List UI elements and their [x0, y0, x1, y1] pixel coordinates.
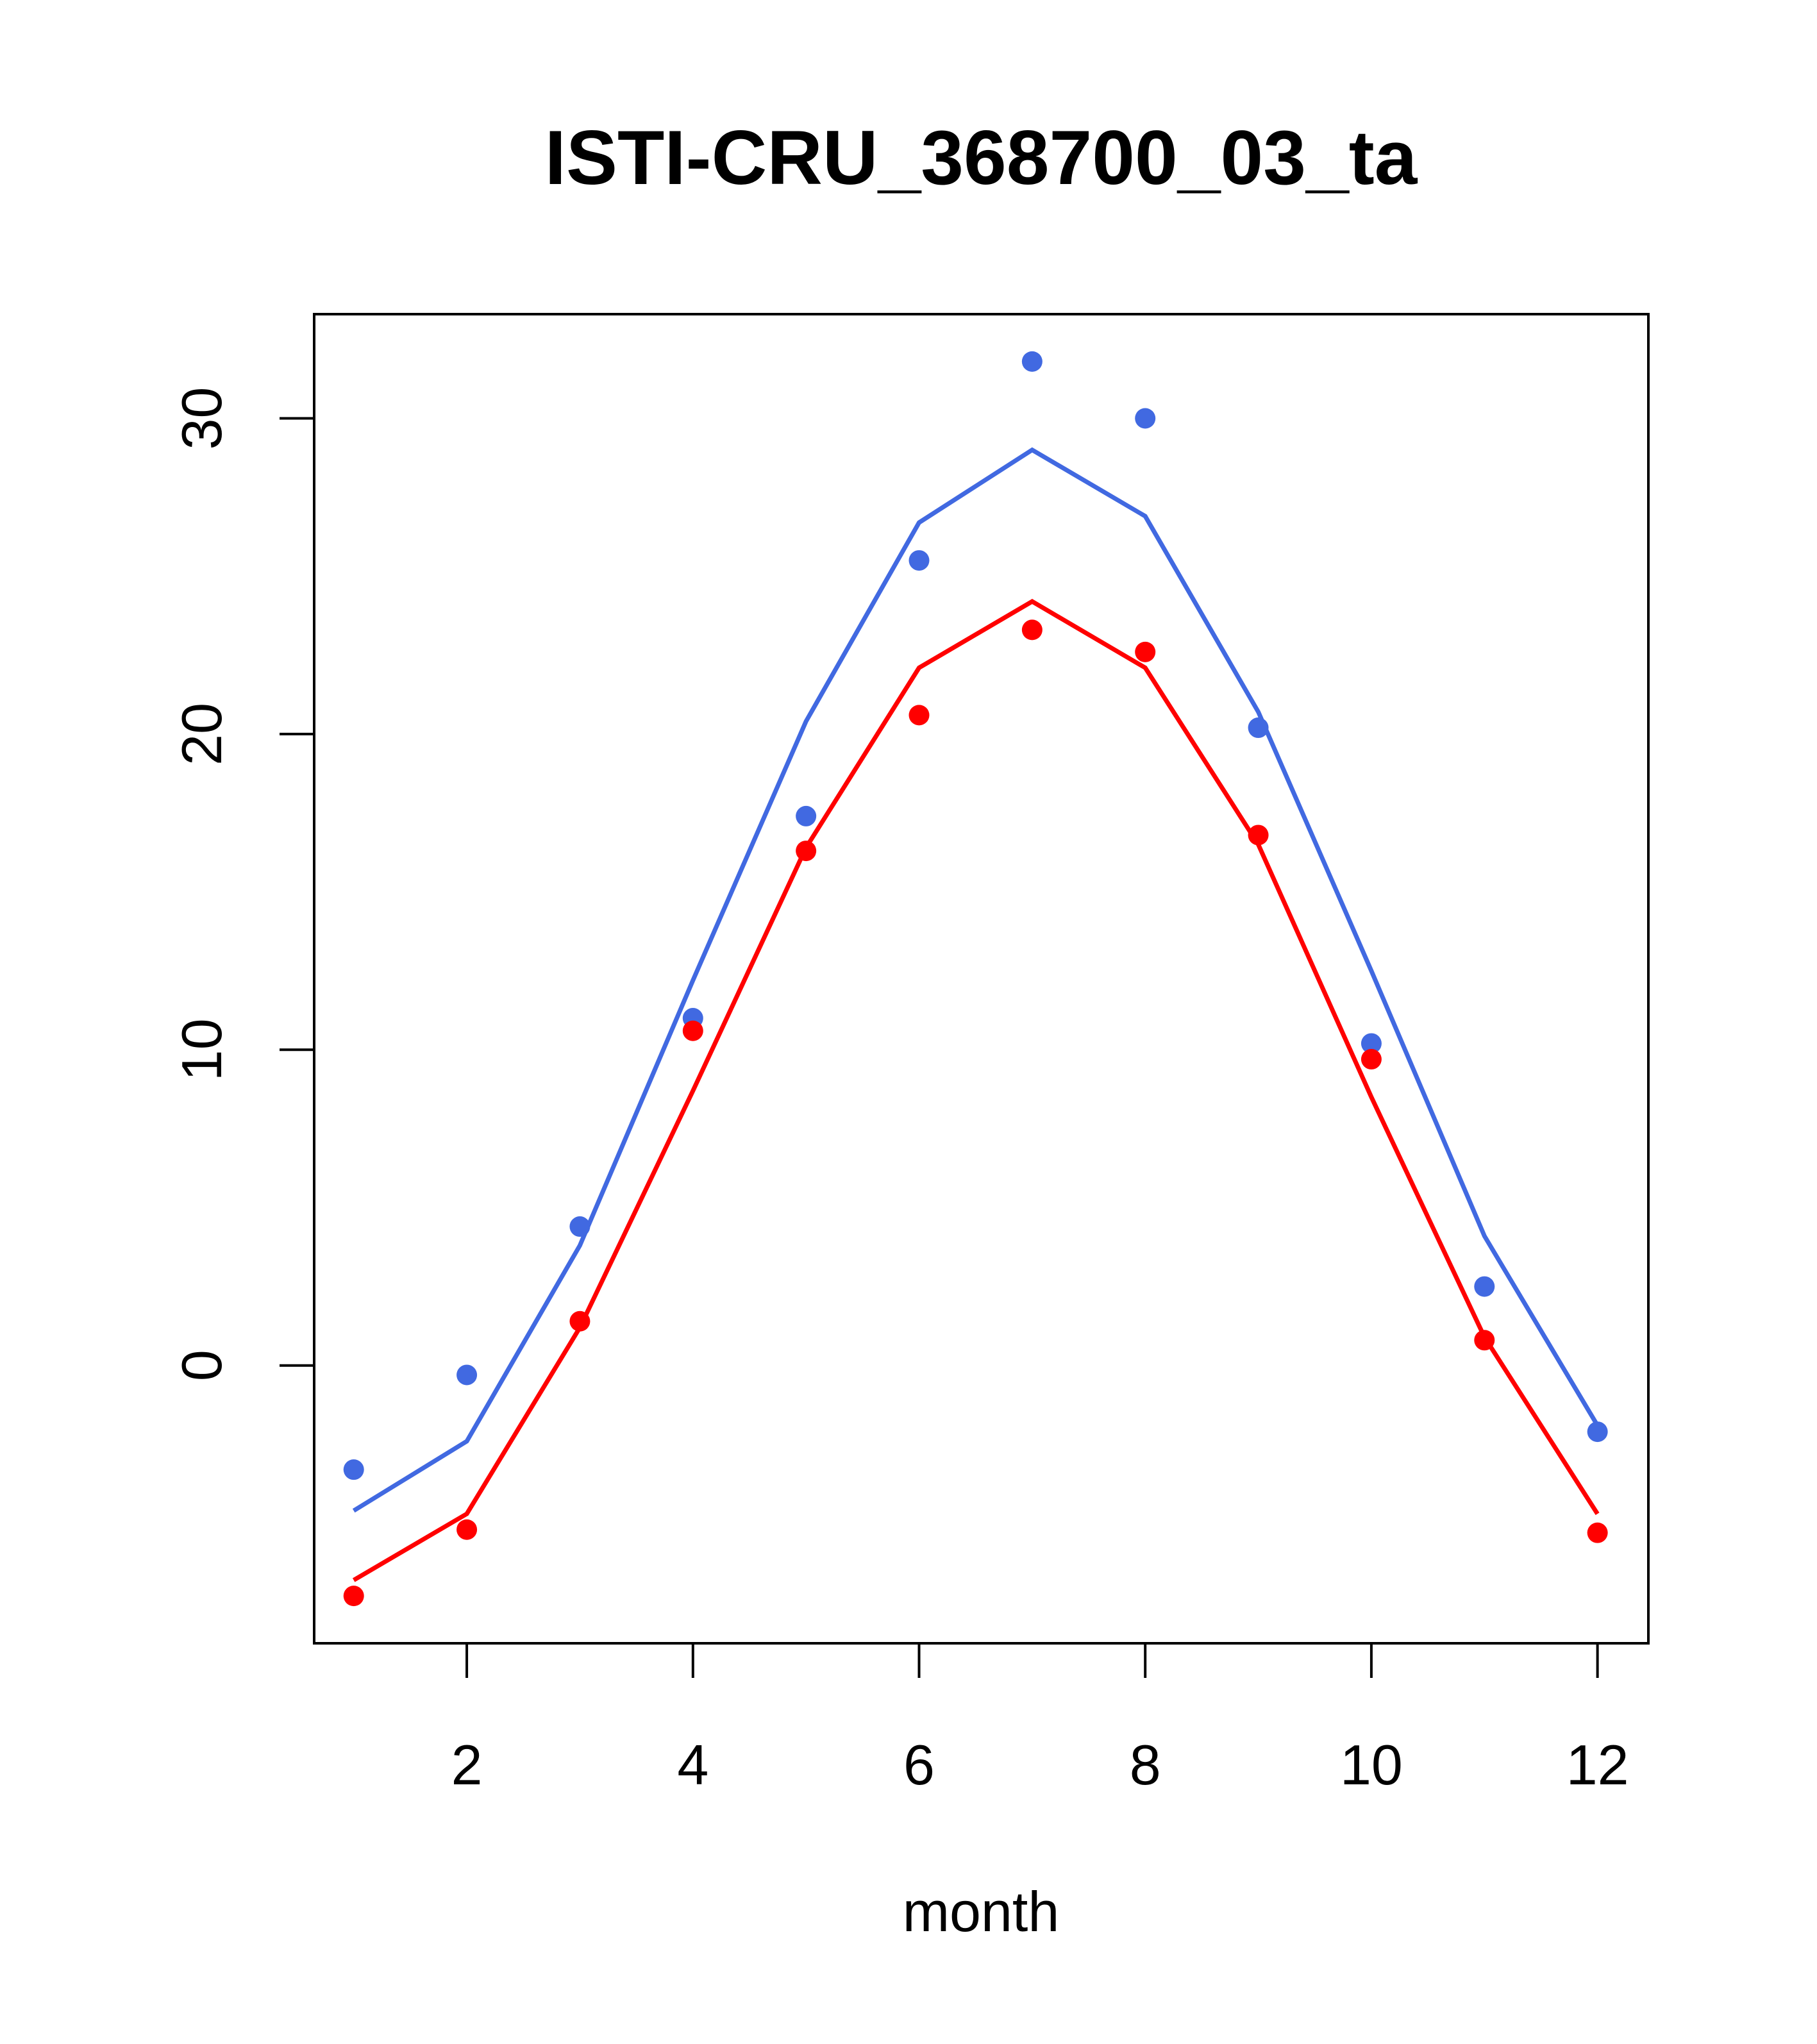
series-point-0 [456, 1364, 478, 1386]
x-tick-label: 8 [1130, 1733, 1161, 1797]
plot-frame [313, 313, 1650, 1645]
series-line-1 [352, 599, 1600, 1582]
series-point-0 [1474, 1276, 1495, 1297]
series-point-1 [1361, 1049, 1382, 1070]
series-point-1 [1474, 1330, 1495, 1351]
series-point-1 [343, 1586, 364, 1607]
series-point-1 [569, 1311, 590, 1332]
series-point-1 [1135, 641, 1156, 662]
x-tick-label: 12 [1566, 1733, 1629, 1797]
series-point-0 [796, 805, 817, 826]
series-point-0 [343, 1459, 364, 1480]
series-point-1 [796, 841, 817, 862]
x-axis: 2 4 6 8 10 12 [451, 1642, 1629, 1797]
series-point-0 [569, 1216, 590, 1237]
series-point-0 [1135, 408, 1156, 429]
series-point-0 [1361, 1033, 1382, 1054]
series-point-0 [908, 550, 930, 571]
x-axis-label: month [903, 1880, 1060, 1943]
chart-title: ISTI-CRU_368700_03_ta [545, 115, 1418, 201]
series-point-1 [456, 1519, 478, 1540]
y-tick-label: 0 [170, 1350, 233, 1381]
series-layer [343, 351, 1608, 1607]
y-tick-label: 10 [170, 1018, 233, 1081]
series-point-0 [1587, 1421, 1608, 1443]
y-tick-label: 30 [170, 387, 233, 450]
series-point-1 [1248, 825, 1269, 846]
x-tick-label: 6 [903, 1733, 935, 1797]
series-point-1 [908, 705, 930, 726]
series-point-0 [1248, 717, 1269, 739]
series-point-1 [1021, 619, 1042, 641]
x-tick-label: 10 [1340, 1733, 1403, 1797]
y-tick-label: 20 [170, 703, 233, 766]
series-point-0 [1021, 351, 1042, 372]
series-point-1 [1587, 1522, 1608, 1543]
y-axis: 0 10 20 30 [170, 387, 315, 1381]
series-line-0 [352, 447, 1600, 1513]
series-point-1 [682, 1020, 703, 1041]
x-tick-label: 4 [677, 1733, 708, 1797]
x-tick-label: 2 [451, 1733, 483, 1797]
